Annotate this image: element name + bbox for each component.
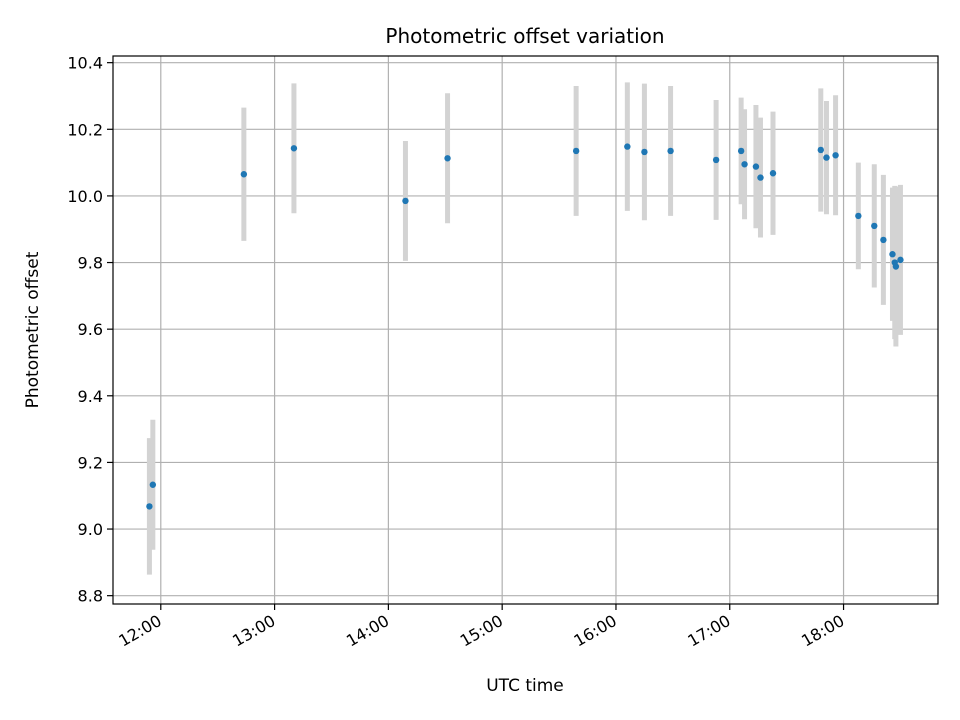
data-point (871, 222, 878, 230)
x-axis-title: UTC time (486, 676, 564, 696)
data-point (741, 161, 748, 168)
y-tick-label: 9.4 (78, 387, 103, 406)
data-point (712, 156, 720, 164)
data-point (444, 155, 451, 162)
y-tick-label: 10.4 (67, 54, 103, 73)
data-point (624, 143, 631, 150)
data-point (832, 152, 839, 159)
y-axis: 8.8 9.0 9.2 9.4 9.6 9.8 10.0 10.2 10.4 (67, 54, 113, 606)
y-tick-label: 10.0 (67, 187, 103, 206)
chart-title: Photometric offset variation (385, 24, 664, 48)
y-axis-title: Photometric offset (23, 251, 43, 408)
data-point (149, 481, 157, 488)
data-point (757, 174, 764, 181)
data-point (892, 263, 900, 270)
data-point (880, 236, 887, 244)
data-point (402, 197, 409, 205)
data-point (855, 212, 862, 220)
data-point (667, 147, 674, 155)
data-point (146, 503, 153, 510)
y-tick-label: 9.0 (78, 520, 103, 539)
data-point (641, 148, 648, 156)
grid (113, 56, 938, 604)
data-point (752, 163, 760, 170)
data-point (290, 145, 298, 152)
data-point (817, 146, 824, 154)
plot-frame (112, 55, 939, 605)
data-point (240, 171, 248, 178)
y-tick-label: 9.2 (78, 453, 103, 472)
data-point (889, 251, 896, 258)
data-point (572, 147, 580, 155)
data-point (769, 170, 777, 177)
y-tick-label: 9.6 (78, 320, 103, 339)
y-tick-label: 10.2 (67, 120, 103, 139)
y-tick-label: 9.8 (78, 254, 103, 273)
data-point (897, 256, 904, 264)
data-point (823, 154, 830, 161)
y-tick-label: 8.8 (78, 587, 103, 606)
data-points (146, 143, 904, 510)
data-point (737, 147, 745, 155)
